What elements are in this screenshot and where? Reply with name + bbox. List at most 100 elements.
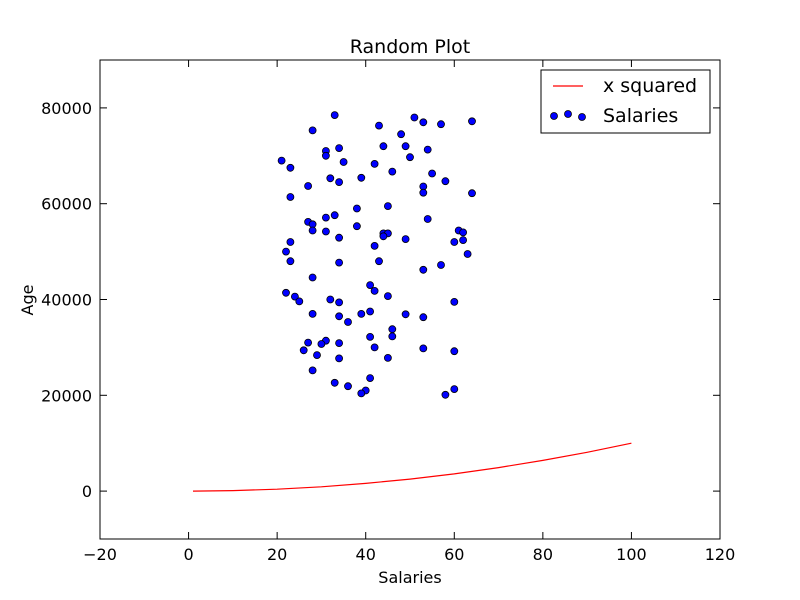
scatter-point	[379, 142, 388, 151]
legend-marker-2	[564, 110, 572, 118]
scatter-point	[357, 389, 366, 398]
x-tick-label: 40	[356, 545, 376, 564]
scatter-point	[428, 169, 437, 178]
scatter-point	[321, 227, 330, 236]
scatter-point	[321, 213, 330, 222]
scatter-point	[383, 353, 392, 362]
scatter-point	[375, 121, 383, 130]
plot-area	[99, 59, 721, 540]
scatter-point	[401, 310, 410, 319]
ticks-layer: −20 0 20 40 60 80 100 120 0 20000 40000 60000 80000	[41, 60, 735, 564]
scatter-point	[401, 142, 410, 151]
y-tick-label: 60000	[41, 195, 92, 214]
legend-marker-3	[578, 113, 586, 121]
scatter-point	[299, 346, 308, 355]
x-tick-label: 60	[444, 545, 464, 564]
scatter-point	[282, 247, 290, 256]
scatter-point	[352, 204, 361, 213]
scatter-point	[335, 233, 344, 242]
scatter-point	[313, 351, 321, 360]
scatter-point	[335, 312, 344, 321]
scatter-point	[370, 286, 379, 295]
scatter-point	[375, 257, 383, 266]
scatter-point	[441, 177, 450, 186]
scatter-point	[308, 226, 317, 235]
scatter-point	[339, 158, 348, 166]
scatter-point	[326, 174, 335, 183]
scatter-point	[330, 378, 339, 387]
scatter-point	[286, 193, 295, 201]
scatter-point	[388, 325, 397, 334]
legend-box	[540, 69, 711, 134]
scatter-point	[419, 118, 428, 127]
x-tick-label: 0	[183, 545, 193, 564]
scatter-point	[370, 343, 379, 352]
scatter-point	[459, 228, 468, 237]
scatter-point	[308, 309, 317, 318]
scatter-point	[290, 292, 299, 301]
legend: x squared Salaries	[540, 69, 711, 134]
x-axis-label: Salaries	[378, 568, 441, 587]
scatter-point	[335, 339, 344, 348]
scatter-point	[344, 382, 352, 391]
scatter-point	[286, 238, 295, 246]
scatter-point	[419, 188, 428, 197]
scatter-point	[357, 173, 366, 182]
scatter-point	[450, 385, 459, 394]
y-axis-label: Age	[18, 285, 37, 316]
marks-layer	[192, 111, 632, 492]
scatter-point	[308, 126, 317, 135]
scatter-point	[335, 144, 344, 153]
scatter-point	[468, 189, 476, 198]
scatter-point	[406, 153, 414, 162]
scatter-point	[419, 313, 428, 322]
scatter-point	[437, 261, 445, 269]
scatter-point	[335, 258, 344, 267]
scatter-point	[304, 182, 313, 190]
series-line-x-squared	[192, 442, 632, 492]
scatter-point	[335, 298, 344, 307]
scatter-point	[463, 250, 472, 258]
y-tick-label: 80000	[41, 99, 92, 118]
plot-frame	[99, 59, 721, 540]
scatter-point	[410, 113, 419, 122]
scatter-point	[335, 354, 344, 363]
x-tick-label: 80	[533, 545, 553, 564]
scatter-point	[330, 111, 339, 119]
scatter-point	[366, 307, 375, 316]
scatter-point	[330, 211, 339, 220]
scatter-point	[419, 344, 428, 353]
scatter-point	[423, 215, 432, 223]
scatter-point	[370, 241, 379, 250]
scatter-point	[335, 178, 344, 187]
scatter-point	[379, 232, 388, 241]
scatter-point	[419, 265, 428, 274]
scatter-point	[401, 235, 410, 244]
scatter-point	[468, 117, 476, 126]
scatter-point	[277, 156, 286, 165]
scatter-point	[366, 332, 375, 341]
scatter-point	[321, 151, 330, 160]
scatter-point	[450, 347, 459, 356]
scatter-point	[423, 145, 432, 154]
scatter-point	[388, 332, 397, 341]
scatter-point	[326, 295, 335, 304]
scatter-point	[450, 297, 459, 306]
y-tick-label: 20000	[41, 386, 92, 405]
x-tick-label: 100	[616, 545, 647, 564]
legend-label-line: x squared	[603, 75, 697, 97]
scatter-point	[441, 390, 450, 399]
scatter-point	[282, 288, 290, 297]
y-tick-label: 40000	[41, 291, 92, 310]
legend-marker-1	[550, 112, 558, 120]
scatter-point	[437, 120, 445, 129]
x-tick-label: 20	[267, 545, 287, 564]
chart-title: Random Plot	[350, 36, 471, 58]
scatter-point	[383, 292, 392, 301]
scatter-point	[344, 318, 352, 326]
scatter-point	[286, 163, 295, 172]
scatter-point	[366, 281, 375, 290]
scatter-point	[304, 338, 313, 347]
scatter-point	[317, 340, 326, 348]
